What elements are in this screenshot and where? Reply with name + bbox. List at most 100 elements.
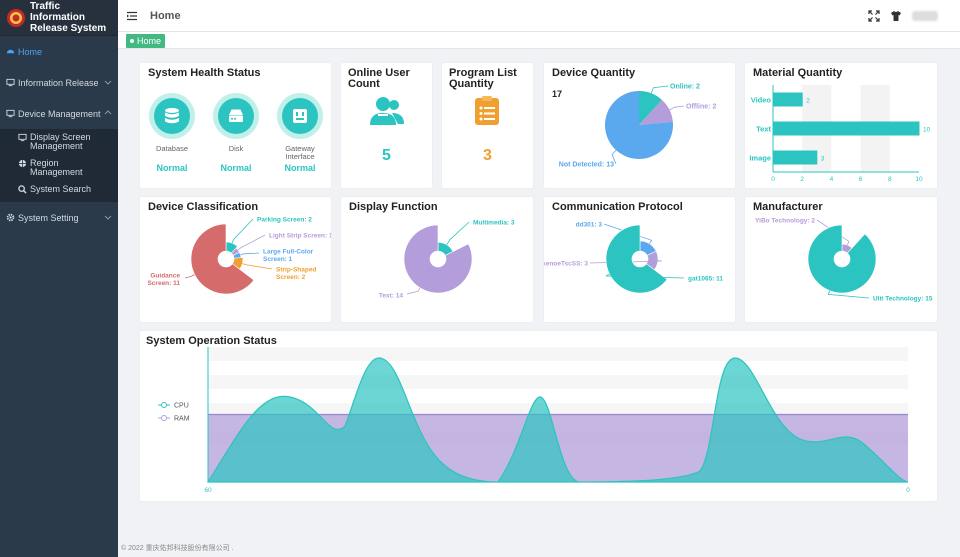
slice-leader [603,223,653,244]
slice-leader [240,252,260,256]
tick-label: 6 [859,176,863,183]
legend-item[interactable] [158,415,170,421]
grid-band [208,375,908,389]
health-label: Gateway Interface [275,145,325,161]
slice-label: Multimedia: 3 [473,220,515,227]
brand[interactable]: Traffic Information Release System [0,0,118,36]
slice-label: dd301: 3 [576,222,603,229]
sidebar-item-system-setting[interactable]: System Setting [0,202,118,233]
pie-slice[interactable] [190,223,255,295]
online-user-count: 5 [382,147,391,164]
sidebar-item-label: Home [18,46,43,57]
tick-label: 10 [915,176,923,183]
legend-label: RAM [174,416,190,423]
chevron-down-icon [104,215,112,220]
app-title-line2: Release System [30,23,107,34]
health-database: Database Normal [147,93,197,173]
x-end-label: 0 [906,487,910,494]
sidebar-item-system-search[interactable]: System Search [0,181,118,202]
card-communication-protocol: Communication Protocol dd301: 3 xenoeTscS… [544,197,735,322]
slice-label: xenoeTscSS: 3 [544,261,588,268]
slice-leader [237,234,266,251]
x-start-label: 60 [204,487,212,494]
slice-label: Strip-Shaped Screen: 2 [276,267,316,282]
slice-label: YiBo Technology: 2 [755,218,815,225]
fullscreen-icon[interactable] [868,10,880,22]
pie-slice[interactable] [807,224,877,294]
device-management-submenu: Display Screen Management Region Managemen… [0,129,118,202]
slice-leader [446,221,470,245]
card-program-list: Program List Quantity 3 [442,63,533,188]
card-material-quantity: Material Quantity 0 2 4 6 8 10 Video 2 Text 10 Ima… [745,63,937,188]
category-label: Text [756,125,771,134]
slice-leader [827,290,870,299]
sidebar: Traffic Information Release System Home … [0,0,118,557]
menu-toggle-icon[interactable] [126,10,138,22]
health-icon-core [154,98,190,134]
manufacturer-chart: YiBo Technology: 2 Ulit Technology: 15 [755,218,933,303]
database-icon [165,108,179,124]
theme-shirt-icon[interactable] [890,10,902,22]
bar[interactable] [773,92,803,107]
sidebar-item-information-release[interactable]: Information Release [0,67,118,98]
health-value: Normal [156,163,188,173]
tag-home[interactable]: Home [126,34,166,48]
pie-slice[interactable] [639,91,662,125]
device-classification-chart: Parking Screen: 2 Light Strip Screen: 1 La… [147,217,331,295]
gear-icon [6,213,15,222]
chevron-up-icon [104,110,112,115]
screen-icon [18,133,27,142]
category-label: Image [749,154,771,163]
app-title-line1: Traffic Information [30,1,85,23]
bar[interactable] [773,121,920,136]
sidebar-item-label: Information Release [18,77,99,88]
grid-band [208,347,908,361]
sidebar-item-region-management[interactable]: Region Management [0,155,118,181]
pie-slice[interactable] [605,91,673,159]
health-value: Normal [284,163,316,173]
card-system-operation: System Operation Status 60 0 CPU RAM [140,331,937,501]
sidebar-item-display-screen-management[interactable]: Display Screen Management [0,129,118,155]
list-icon [475,96,499,125]
legend-item[interactable] [158,402,170,408]
card-title: Device Quantity [552,67,636,79]
tag-label: Home [137,36,162,46]
card-title-line: Count [348,78,380,90]
card-title: System Health Status [148,67,261,79]
dashboard-icon [6,49,15,54]
health-value: Normal [220,163,252,173]
cpu-area[interactable] [206,357,909,483]
users-icon [370,97,404,125]
search-icon [18,185,27,194]
tick-label: 0 [771,176,775,183]
health-label-line: Disk [228,144,244,153]
active-dot-icon [130,39,134,43]
bar[interactable] [773,150,818,165]
data-label: 10 [923,127,931,134]
communication-protocol-chart: dd301: 3 xenoeTscSS: 3 gat1065: 11 [544,222,723,294]
health-icon-ring [213,93,259,139]
program-list-count: 3 [483,147,492,164]
sidebar-item-device-management[interactable]: Device Management [0,98,118,129]
sidebar-item-home[interactable]: Home [0,36,118,67]
pie-slice[interactable] [403,224,473,294]
data-label: 3 [821,156,825,163]
card-manufacturer: Manufacturer YiBo Technology: 2 Ulit Tech… [745,197,937,322]
health-label-line: Gateway [285,144,315,153]
card-system-health: System Health Status Database Normal Dis… [140,63,331,188]
card-title: Display Function [349,201,438,213]
slice-label: Ulit Technology: 15 [873,296,933,303]
health-gateway: Gateway Interface Normal [275,93,325,173]
globe-icon [18,159,27,168]
card-title-line: Program List [449,67,517,79]
slice-label: Online: 2 [670,84,700,91]
health-icon-ring [149,93,195,139]
card-title: Manufacturer [753,201,823,213]
user-menu[interactable] [912,11,938,21]
card-display-function: Display Function Multimedia: 3 Text: 14 [341,197,533,322]
tick-label: 2 [800,176,804,183]
slice-label: gat1065: 11 [688,276,723,283]
pie-slice[interactable] [639,99,673,125]
card-title: Device Classification [148,201,259,213]
